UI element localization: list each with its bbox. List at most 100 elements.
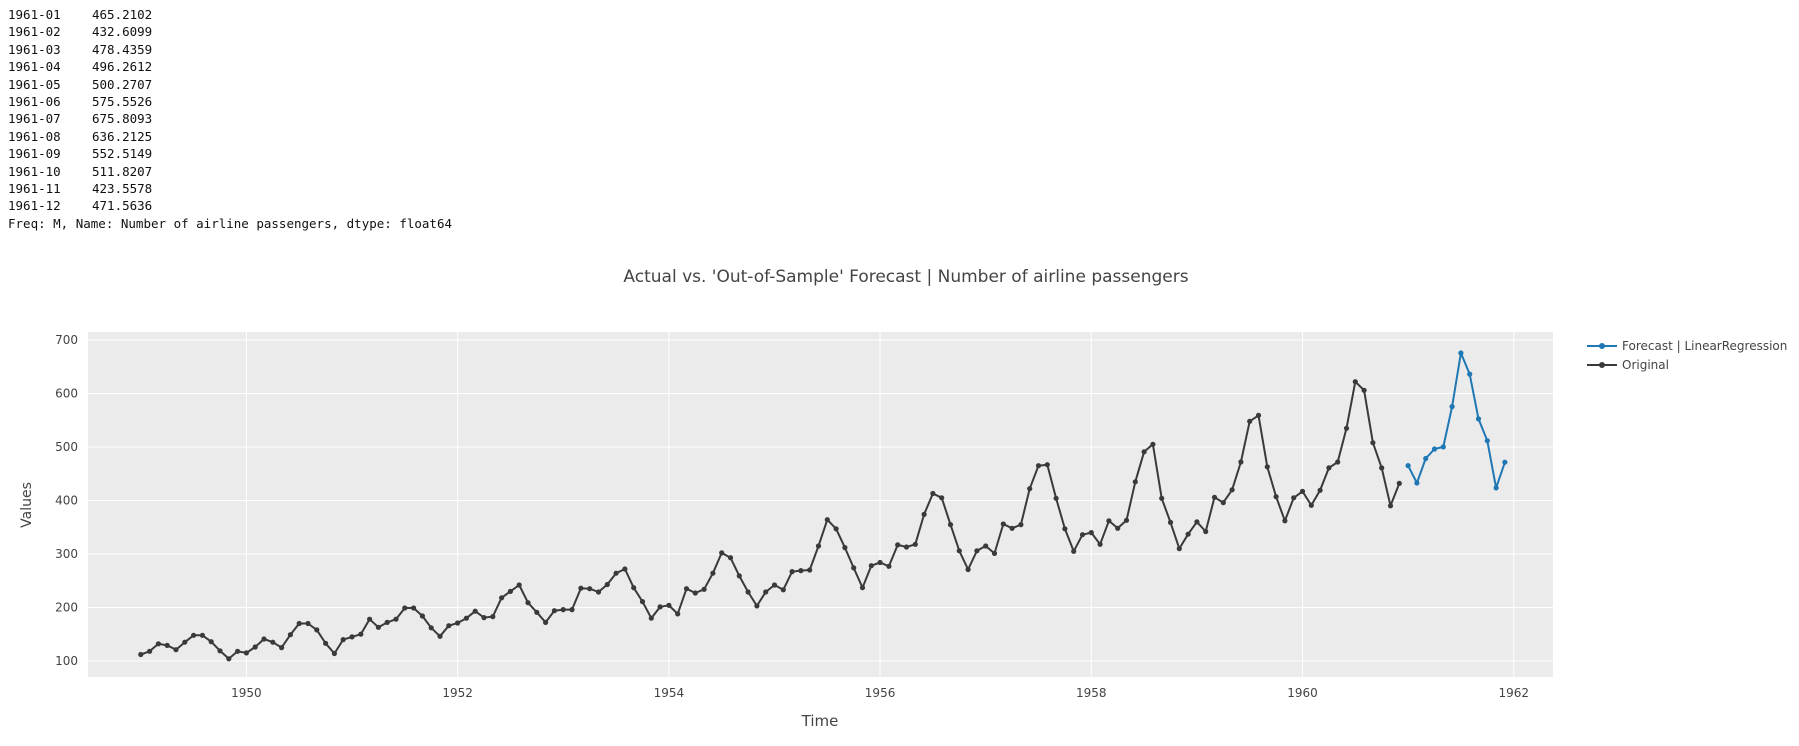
data-point xyxy=(587,586,593,592)
y-tick-label: 300 xyxy=(55,547,78,561)
series-original xyxy=(138,379,1402,662)
data-point xyxy=(1088,530,1094,536)
y-tick-label: 200 xyxy=(55,600,78,614)
y-tick-labels: 100 200 300 400 500 600 700 xyxy=(55,333,78,668)
data-point xyxy=(745,589,751,595)
printout-row: 1961-04 496.2612 xyxy=(8,58,452,75)
legend-marker xyxy=(1599,362,1605,368)
printout-date: 1961-11 xyxy=(8,181,61,197)
printout-date: 1961-05 xyxy=(8,76,61,92)
data-point xyxy=(472,608,478,614)
data-point xyxy=(683,586,690,592)
data-point xyxy=(1317,487,1323,493)
data-point xyxy=(789,569,795,575)
data-point xyxy=(182,639,188,645)
data-point xyxy=(833,526,839,532)
x-tick-label: 1952 xyxy=(442,686,473,700)
data-point xyxy=(349,634,355,640)
data-point xyxy=(1062,526,1068,532)
legend-item[interactable]: Original xyxy=(1587,358,1669,372)
series-printout: 1961-01 465.2102 1961-02 432.6099 1961-03 478… xyxy=(8,6,452,232)
data-point xyxy=(754,603,760,609)
data-point xyxy=(1167,519,1174,525)
data-point xyxy=(1106,518,1112,524)
data-point xyxy=(1326,465,1332,471)
data-point xyxy=(859,585,866,591)
data-point xyxy=(851,565,857,571)
series-line xyxy=(1407,352,1506,489)
data-point xyxy=(1247,418,1253,424)
data-point xyxy=(974,548,980,554)
data-point xyxy=(1282,518,1288,524)
printout-footer: Freq: M, Name: Number of airline passeng… xyxy=(8,215,453,231)
data-point xyxy=(578,585,584,591)
data-point xyxy=(1458,350,1464,356)
data-point xyxy=(622,566,628,572)
printout-row: 1961-07 675.8093 xyxy=(8,110,452,127)
data-point xyxy=(367,616,373,622)
data-point xyxy=(428,625,434,631)
data-point xyxy=(314,627,320,633)
data-point xyxy=(1150,441,1156,447)
data-point xyxy=(226,656,232,662)
data-point xyxy=(147,648,153,654)
data-point xyxy=(1203,528,1209,535)
data-point xyxy=(1220,500,1226,506)
data-point xyxy=(983,543,989,549)
data-point xyxy=(340,637,346,643)
chart-title: Actual vs. 'Out-of-Sample' Forecast | Nu… xyxy=(623,267,1188,287)
data-point xyxy=(798,568,804,574)
data-point xyxy=(666,602,672,608)
data-point xyxy=(208,639,214,645)
data-point xyxy=(261,636,267,642)
printout-date: 1961-01 xyxy=(8,7,61,22)
printout-value: 471.5636 xyxy=(92,198,153,214)
printout-value: 500.2707 xyxy=(92,76,153,92)
data-point xyxy=(199,632,205,638)
printout-date: 1961-02 xyxy=(8,24,61,40)
printout-value: 636.2125 xyxy=(92,128,153,144)
data-point xyxy=(1264,464,1270,470)
data-point xyxy=(1431,446,1438,452)
legend[interactable]: Forecast | LinearRegression Original xyxy=(1587,339,1787,372)
data-point xyxy=(375,624,381,630)
x-axis-label: Time xyxy=(801,712,839,730)
data-point xyxy=(1396,480,1402,486)
data-point xyxy=(895,542,901,548)
data-point xyxy=(358,631,364,637)
data-point xyxy=(569,607,575,613)
legend-item[interactable]: Forecast | LinearRegression xyxy=(1587,339,1787,353)
data-point xyxy=(173,647,179,653)
y-axis-label: Values xyxy=(19,482,35,528)
data-point xyxy=(604,581,610,588)
data-point xyxy=(648,615,654,621)
printout-value: 552.5149 xyxy=(92,146,153,162)
data-point xyxy=(1079,532,1086,538)
y-tick-label: 500 xyxy=(55,440,78,454)
series-forecast-linearregression xyxy=(1405,350,1508,491)
printout-row: 1961-03 478.4359 xyxy=(8,41,452,58)
data-point xyxy=(419,613,425,619)
data-point xyxy=(903,544,910,550)
data-point xyxy=(1044,462,1050,468)
printout-row: 1961-11 423.5578 xyxy=(8,180,452,197)
y-tick-label: 100 xyxy=(55,654,78,668)
data-point xyxy=(613,570,619,576)
data-point xyxy=(1423,455,1429,462)
data-point xyxy=(446,623,452,629)
data-point xyxy=(1018,522,1024,528)
data-point xyxy=(499,595,505,601)
printout-row: 1961-08 636.2125 xyxy=(8,128,452,145)
data-point xyxy=(1379,465,1385,471)
data-point xyxy=(991,550,998,556)
data-point xyxy=(807,567,813,573)
data-point xyxy=(877,559,883,566)
data-point xyxy=(252,644,258,650)
x-tick-labels: 1950 1952 1954 1956 1958 1960 1962 xyxy=(231,686,1529,700)
data-point xyxy=(1071,548,1077,554)
data-point xyxy=(305,620,311,627)
data-point xyxy=(1132,479,1138,485)
data-point xyxy=(595,589,602,595)
data-point xyxy=(534,609,540,615)
printout-value: 478.4359 xyxy=(92,41,153,57)
